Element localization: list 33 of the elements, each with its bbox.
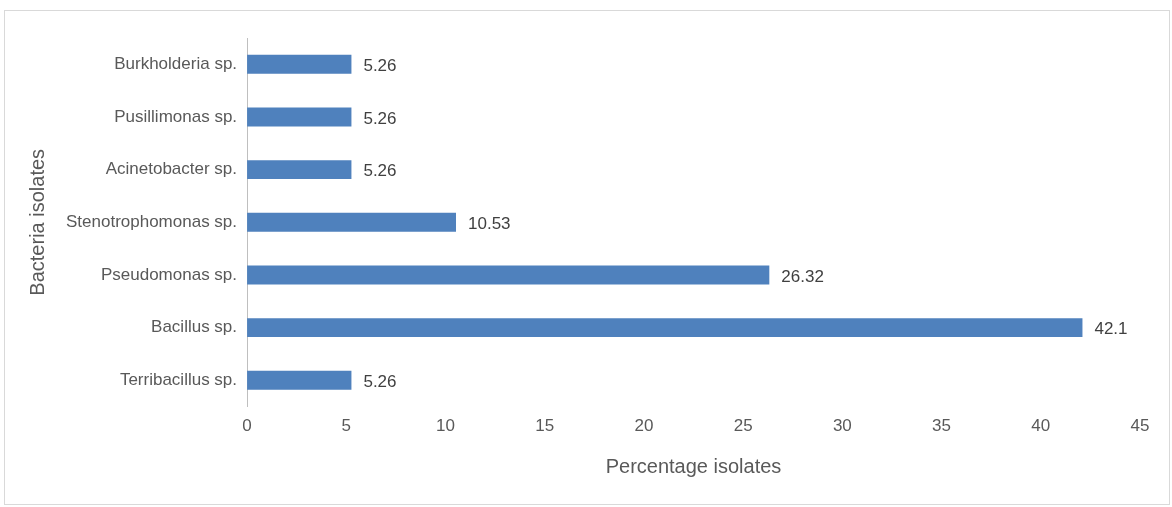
data-label: 5.26 bbox=[363, 108, 397, 128]
y-tick-label: Pseudomonas sp. bbox=[100, 264, 238, 284]
x-tick-label: 45 bbox=[1130, 416, 1150, 436]
data-label: 42.1 bbox=[1094, 319, 1128, 339]
bar bbox=[247, 107, 352, 127]
y-tick-label: Stenotrophomonas sp. bbox=[65, 211, 238, 231]
x-tick-label: 25 bbox=[733, 416, 753, 436]
y-tick-label: Burkholderia sp. bbox=[114, 54, 238, 74]
bar bbox=[247, 54, 352, 74]
bar bbox=[247, 370, 352, 390]
bar bbox=[247, 212, 456, 232]
y-tick-label: Terribacillus sp. bbox=[119, 369, 238, 389]
y-tick-label: Pusillimonas sp. bbox=[114, 106, 238, 126]
x-tick-label: 10 bbox=[436, 416, 455, 436]
y-axis-title: Bacteria isolates bbox=[25, 148, 48, 296]
x-tick-label: 20 bbox=[634, 416, 654, 436]
x-tick-label: 35 bbox=[932, 416, 952, 436]
x-tick-label: 15 bbox=[535, 416, 555, 436]
data-label: 10.53 bbox=[468, 213, 511, 233]
y-tick-label: Acinetobacter sp. bbox=[105, 159, 238, 179]
data-label: 5.26 bbox=[363, 161, 397, 181]
y-tick-label: Bacillus sp. bbox=[151, 317, 238, 337]
x-axis-title: Percentage isolates bbox=[605, 454, 782, 477]
x-tick-label: 30 bbox=[832, 416, 852, 436]
x-tick-label: 5 bbox=[341, 416, 351, 436]
bar bbox=[247, 318, 1083, 338]
data-label: 26.32 bbox=[781, 266, 824, 286]
bar bbox=[247, 160, 352, 180]
bar bbox=[247, 265, 770, 285]
x-tick-label: 0 bbox=[242, 416, 252, 436]
data-label: 5.26 bbox=[363, 56, 397, 76]
data-label: 5.26 bbox=[363, 371, 397, 391]
x-tick-label: 40 bbox=[1031, 416, 1051, 436]
